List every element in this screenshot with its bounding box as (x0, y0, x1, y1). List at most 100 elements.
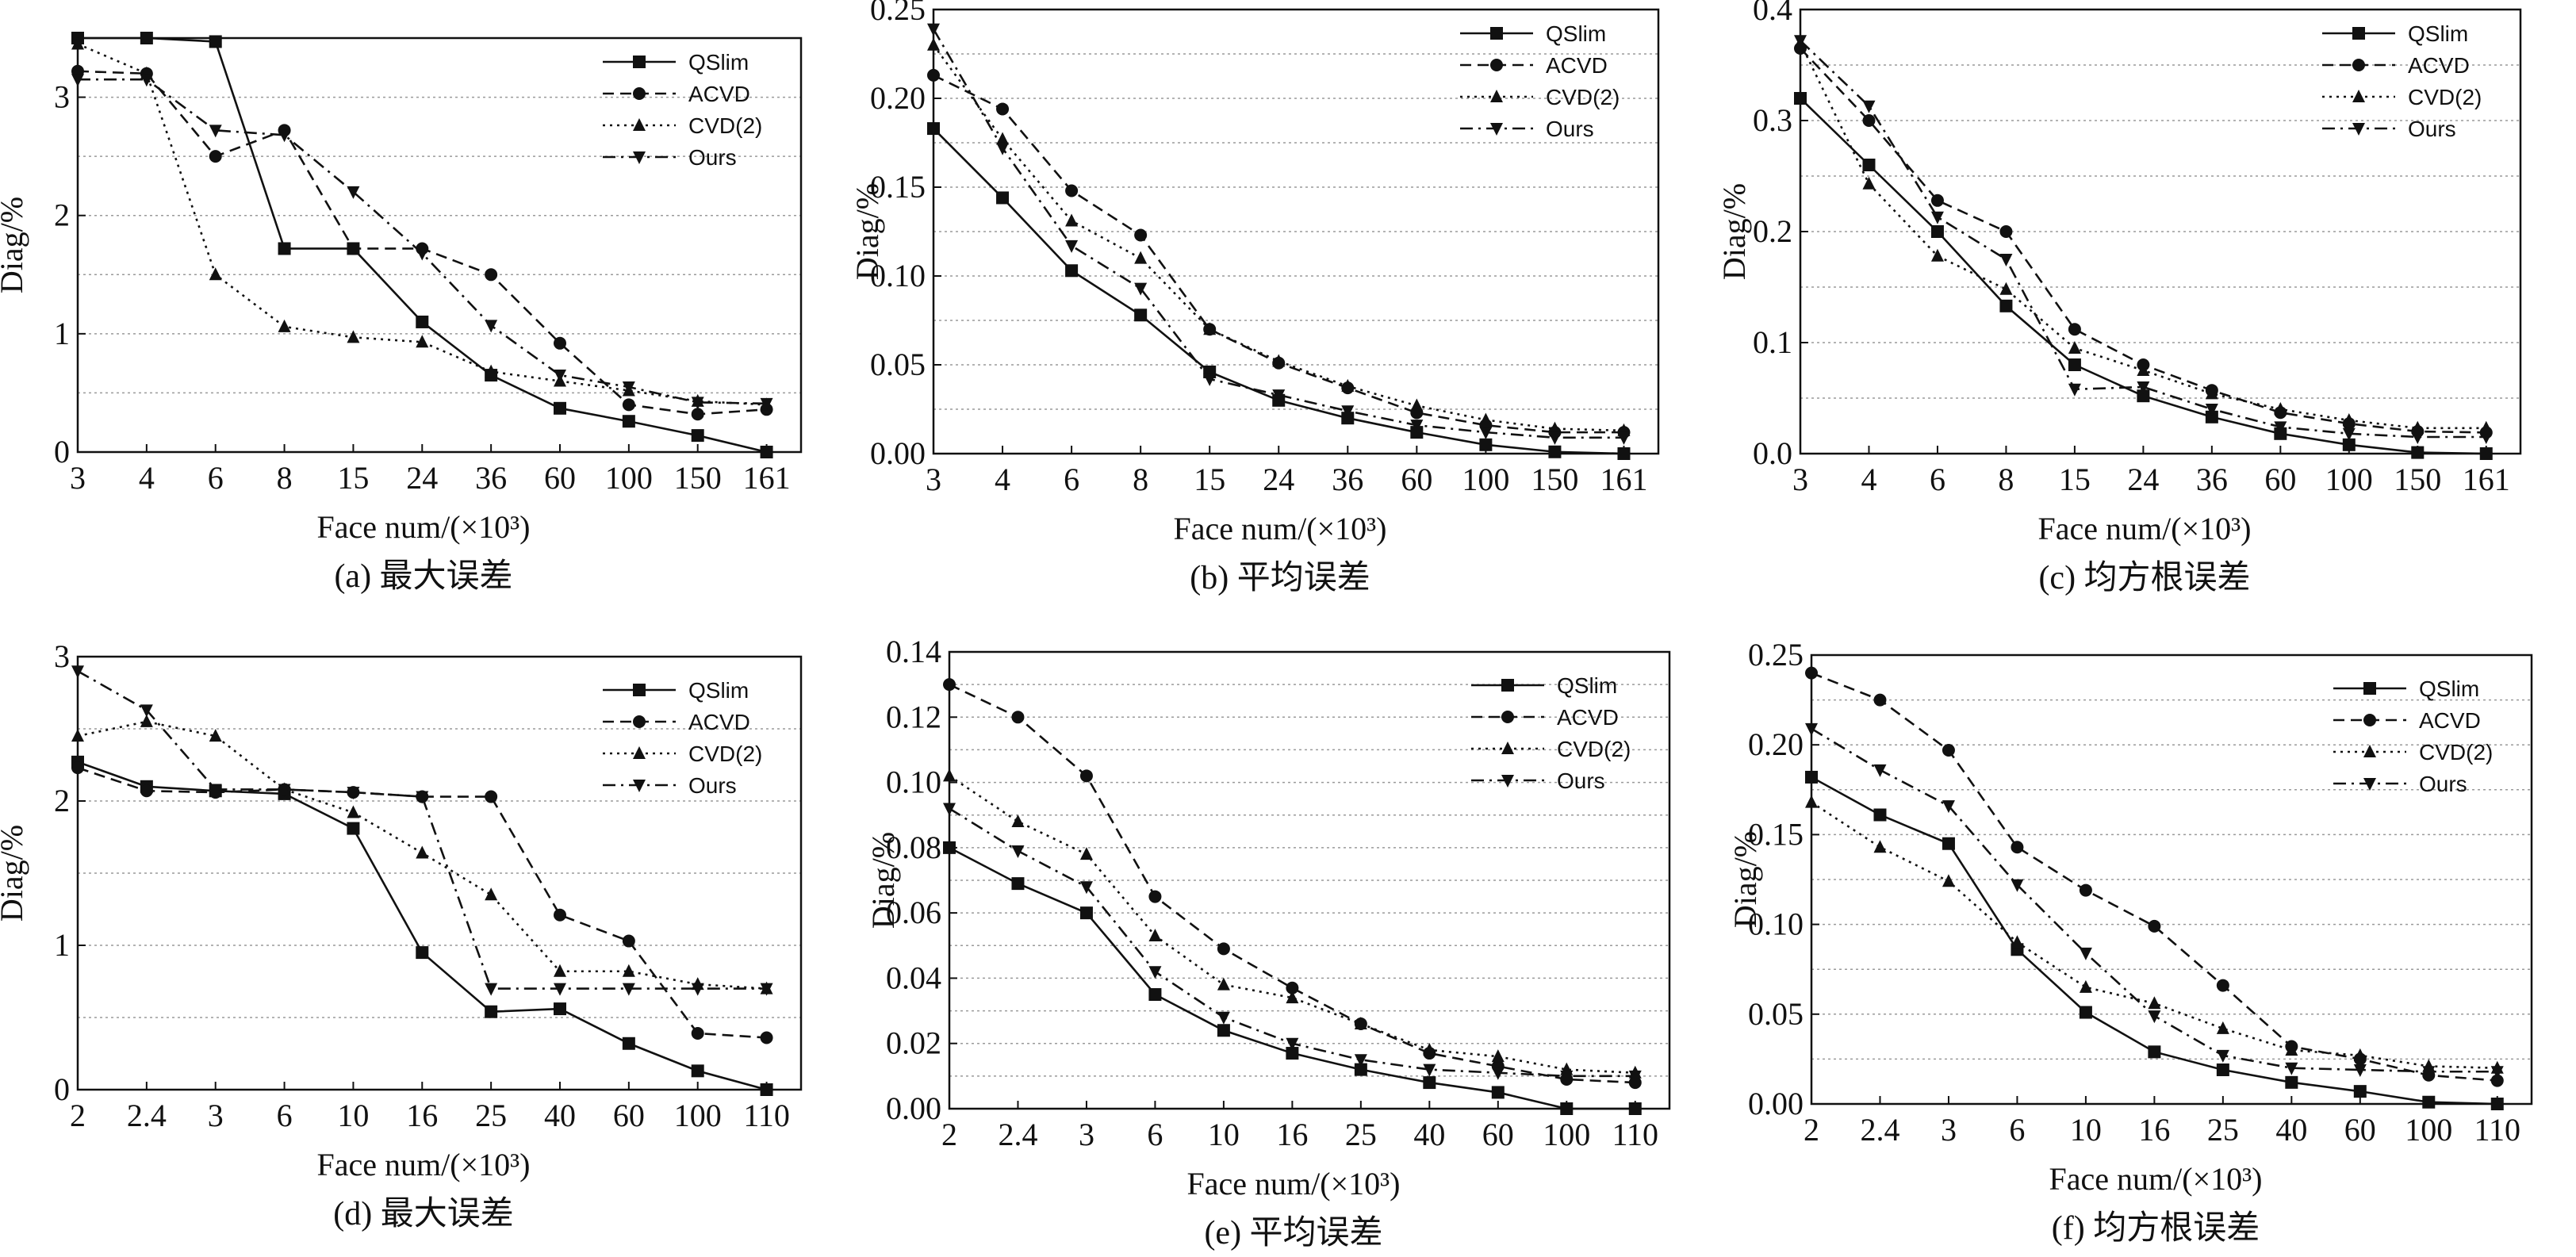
legend-label-acvd: ACVD (1546, 53, 1608, 78)
y-axis-label: Diag/% (0, 197, 29, 293)
data-point-qslim (1079, 906, 1093, 920)
data-point-ours (1794, 35, 1807, 48)
data-point-cvd2 (347, 330, 360, 343)
legend: QSlim ACVD CVD(2) Ours (1460, 21, 1620, 141)
series-line-cvd2 (77, 43, 767, 406)
data-point-qslim (2148, 1045, 2161, 1059)
series-cvd2 (1794, 36, 2493, 434)
y-tick-label: 0.15 (870, 169, 926, 205)
panel-caption: (c) 均方根误差 (2038, 560, 2250, 596)
series-line-cvd2 (1799, 42, 2486, 430)
data-point-qslim (2422, 1095, 2436, 1109)
data-point-cvd2 (140, 714, 153, 727)
chart-panel-e: 0.00 0.02 0.04 0.06 0.08 0.10 0.12 0.14 2 2.4 3 6 10… (865, 634, 1671, 1251)
legend-label-cvd2: CVD(2) (2408, 85, 2482, 109)
data-point-ours (1286, 1037, 1299, 1051)
legend-label-ours: Ours (2408, 117, 2456, 141)
data-point-qslim (1148, 988, 1162, 1001)
x-tick-label: 40 (1413, 1117, 1445, 1152)
series-acvd (1805, 666, 2504, 1087)
y-tick-label: 0.20 (870, 80, 926, 116)
data-point-cvd2 (1341, 378, 1355, 392)
y-tick-label: 0.25 (1748, 637, 1804, 673)
chart-panel-a: 0 1 2 3 3 4 6 8 15 24 36 60 100 150 161 Face num/(×10³)… (0, 32, 803, 595)
data-point-qslim (2079, 1006, 2092, 1019)
legend-label-cvd2: CVD(2) (688, 113, 762, 138)
data-point-cvd2 (1862, 176, 1876, 190)
legend-label-qslim: QSlim (2419, 676, 2479, 701)
series-cvd2 (943, 768, 1642, 1079)
data-point-acvd (1217, 942, 1230, 956)
x-tick-label: 3 (1941, 1112, 1957, 1148)
data-point-cvd2 (1011, 814, 1025, 827)
data-point-cvd2 (1930, 248, 1944, 262)
y-tick-label: 0.20 (1748, 726, 1804, 762)
legend: QSlim ACVD CVD(2) Ours (603, 50, 762, 170)
data-point-acvd (554, 336, 566, 350)
series-qslim (1794, 92, 2493, 460)
x-tick-label: 16 (1276, 1117, 1308, 1152)
legend-marker-acvd (2352, 59, 2365, 71)
y-tick-label: 0.05 (870, 347, 926, 382)
series-acvd (943, 678, 1642, 1090)
x-tick-label: 60 (544, 460, 576, 496)
y-tick-label: 0.12 (886, 699, 941, 734)
data-point-ours (2079, 947, 2092, 960)
data-point-qslim (1999, 299, 2013, 312)
x-tick-label: 100 (1462, 462, 1509, 497)
data-point-cvd2 (1805, 795, 1818, 808)
y-tick-label: 0.10 (886, 765, 941, 800)
data-point-cvd2 (1999, 282, 2013, 295)
legend-label-cvd2: CVD(2) (1557, 737, 1631, 761)
data-point-ours (2011, 879, 2024, 892)
x-tick-label: 2 (1804, 1112, 1819, 1148)
data-point-ours (347, 186, 360, 199)
x-tick-label: 161 (2463, 462, 2510, 497)
y-tick-label: 0.00 (886, 1090, 941, 1126)
x-tick-label: 36 (1332, 462, 1363, 497)
x-tick-label: 10 (2070, 1112, 2102, 1148)
data-point-cvd2 (71, 729, 84, 742)
data-point-cvd2 (2342, 413, 2356, 426)
data-point-ours (1479, 427, 1493, 440)
y-tick-label: 0.08 (886, 830, 941, 865)
x-tick-label: 15 (337, 460, 369, 496)
data-point-acvd (2216, 979, 2229, 992)
y-tick-label: 0.15 (1748, 816, 1804, 852)
x-axis-label: Face num/(×10³) (317, 1147, 531, 1182)
data-point-cvd2 (1272, 354, 1286, 367)
data-point-qslim (1479, 438, 1493, 451)
data-point-qslim (622, 415, 635, 428)
data-point-ours (1805, 722, 1818, 736)
data-point-ours (554, 370, 566, 383)
series-line-ours (932, 28, 1624, 439)
data-point-qslim (2342, 438, 2356, 451)
data-point-ours (416, 247, 429, 261)
data-point-acvd (622, 398, 635, 412)
legend-label-qslim: QSlim (688, 50, 749, 75)
data-point-acvd (2148, 919, 2161, 933)
data-point-ours (2422, 1066, 2436, 1079)
data-point-cvd2 (2411, 420, 2425, 434)
legend-label-cvd2: CVD(2) (1546, 85, 1620, 109)
plot-frame (1810, 653, 2533, 1106)
data-point-cvd2 (1286, 991, 1299, 1004)
x-tick-label: 16 (2138, 1112, 2170, 1148)
data-point-ours (622, 983, 635, 996)
data-point-acvd (2490, 1074, 2504, 1087)
panel-caption: (f) 均方根误差 (2052, 1210, 2260, 1247)
data-point-cvd2 (2216, 1021, 2229, 1034)
data-point-cvd2 (554, 964, 566, 977)
x-tick-label: 60 (613, 1098, 645, 1133)
data-point-cvd2 (416, 335, 429, 348)
data-point-ours (1272, 389, 1286, 403)
chart-panel-b: 0.00 0.05 0.10 0.15 0.20 0.25 3 4 6 8 15 24 36 60 100 1… (849, 0, 1660, 596)
series-line-cvd2 (932, 44, 1624, 432)
data-point-qslim (554, 401, 566, 415)
data-point-ours (996, 142, 1010, 155)
data-point-ours (2205, 404, 2218, 416)
series-line-qslim (77, 761, 767, 1091)
data-point-ours (2274, 421, 2287, 435)
series-acvd (1794, 42, 2493, 439)
data-point-acvd (1805, 666, 1818, 680)
